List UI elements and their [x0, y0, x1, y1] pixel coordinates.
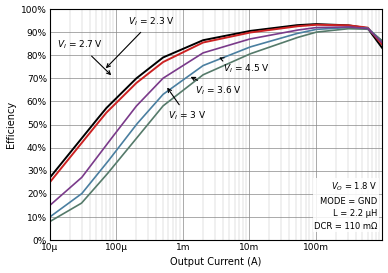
Text: $V_I$ = 4.5 V: $V_I$ = 4.5 V: [220, 58, 270, 75]
Text: $V_I$ = 2.3 V: $V_I$ = 2.3 V: [107, 15, 175, 67]
Y-axis label: Efficiency: Efficiency: [5, 101, 16, 148]
Text: $V_I$ = 3.6 V: $V_I$ = 3.6 V: [192, 78, 241, 97]
Text: $V_I$ = 2.7 V: $V_I$ = 2.7 V: [57, 39, 110, 75]
Text: $V_I$ = 3 V: $V_I$ = 3 V: [168, 89, 206, 122]
X-axis label: Output Current (A): Output Current (A): [170, 257, 262, 268]
Text: $V_O$ = 1.8 V
MODE = GND
L = 2.2 μH
DCR = 110 mΩ: $V_O$ = 1.8 V MODE = GND L = 2.2 μH DCR …: [314, 181, 378, 231]
